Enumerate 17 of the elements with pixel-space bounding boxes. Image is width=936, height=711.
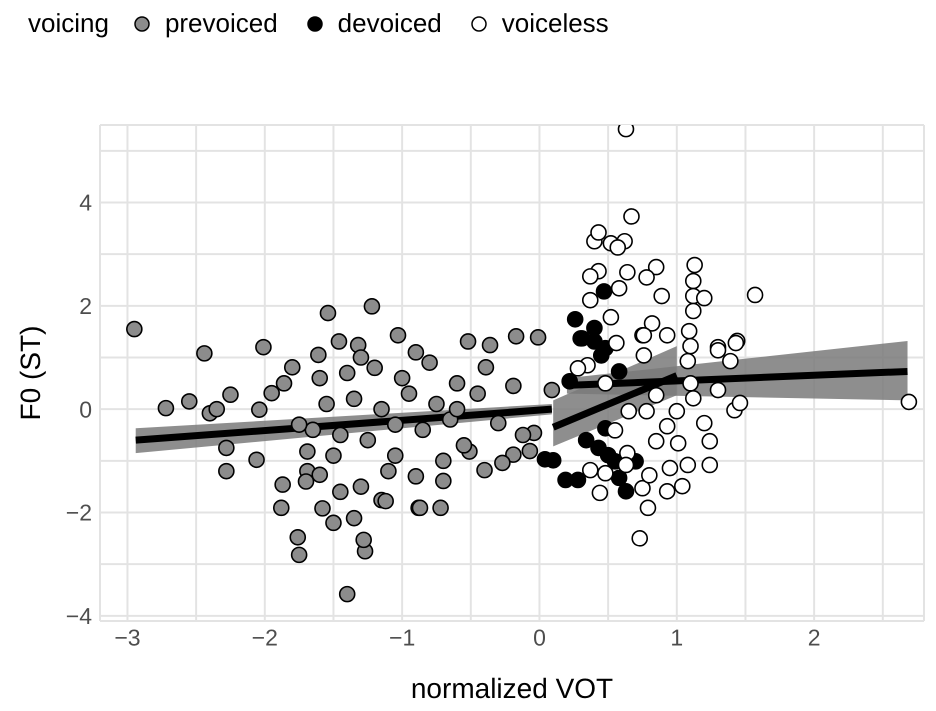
legend-title: voicing (28, 8, 109, 39)
x-axis-title: normalized VOT (410, 673, 614, 704)
x-tick-label: −3 (114, 624, 141, 650)
x-tick-label: 0 (533, 624, 546, 650)
x-tick-label: 1 (670, 624, 684, 650)
legend-label: devoiced (338, 8, 442, 39)
y-tick-label: 0 (79, 396, 92, 422)
y-tick-label: 2 (79, 293, 92, 319)
y-axis-title: F0 (ST) (14, 326, 46, 420)
x-tick-label: 2 (808, 624, 821, 650)
legend-label: voiceless (502, 8, 609, 39)
x-tick-label: −1 (389, 624, 416, 650)
y-tick-label: −4 (66, 603, 92, 629)
legend-label: prevoiced (164, 8, 278, 39)
y-tick-label: 4 (79, 190, 92, 216)
y-tick-label: −2 (66, 500, 92, 526)
x-tick-label: −2 (252, 624, 278, 650)
